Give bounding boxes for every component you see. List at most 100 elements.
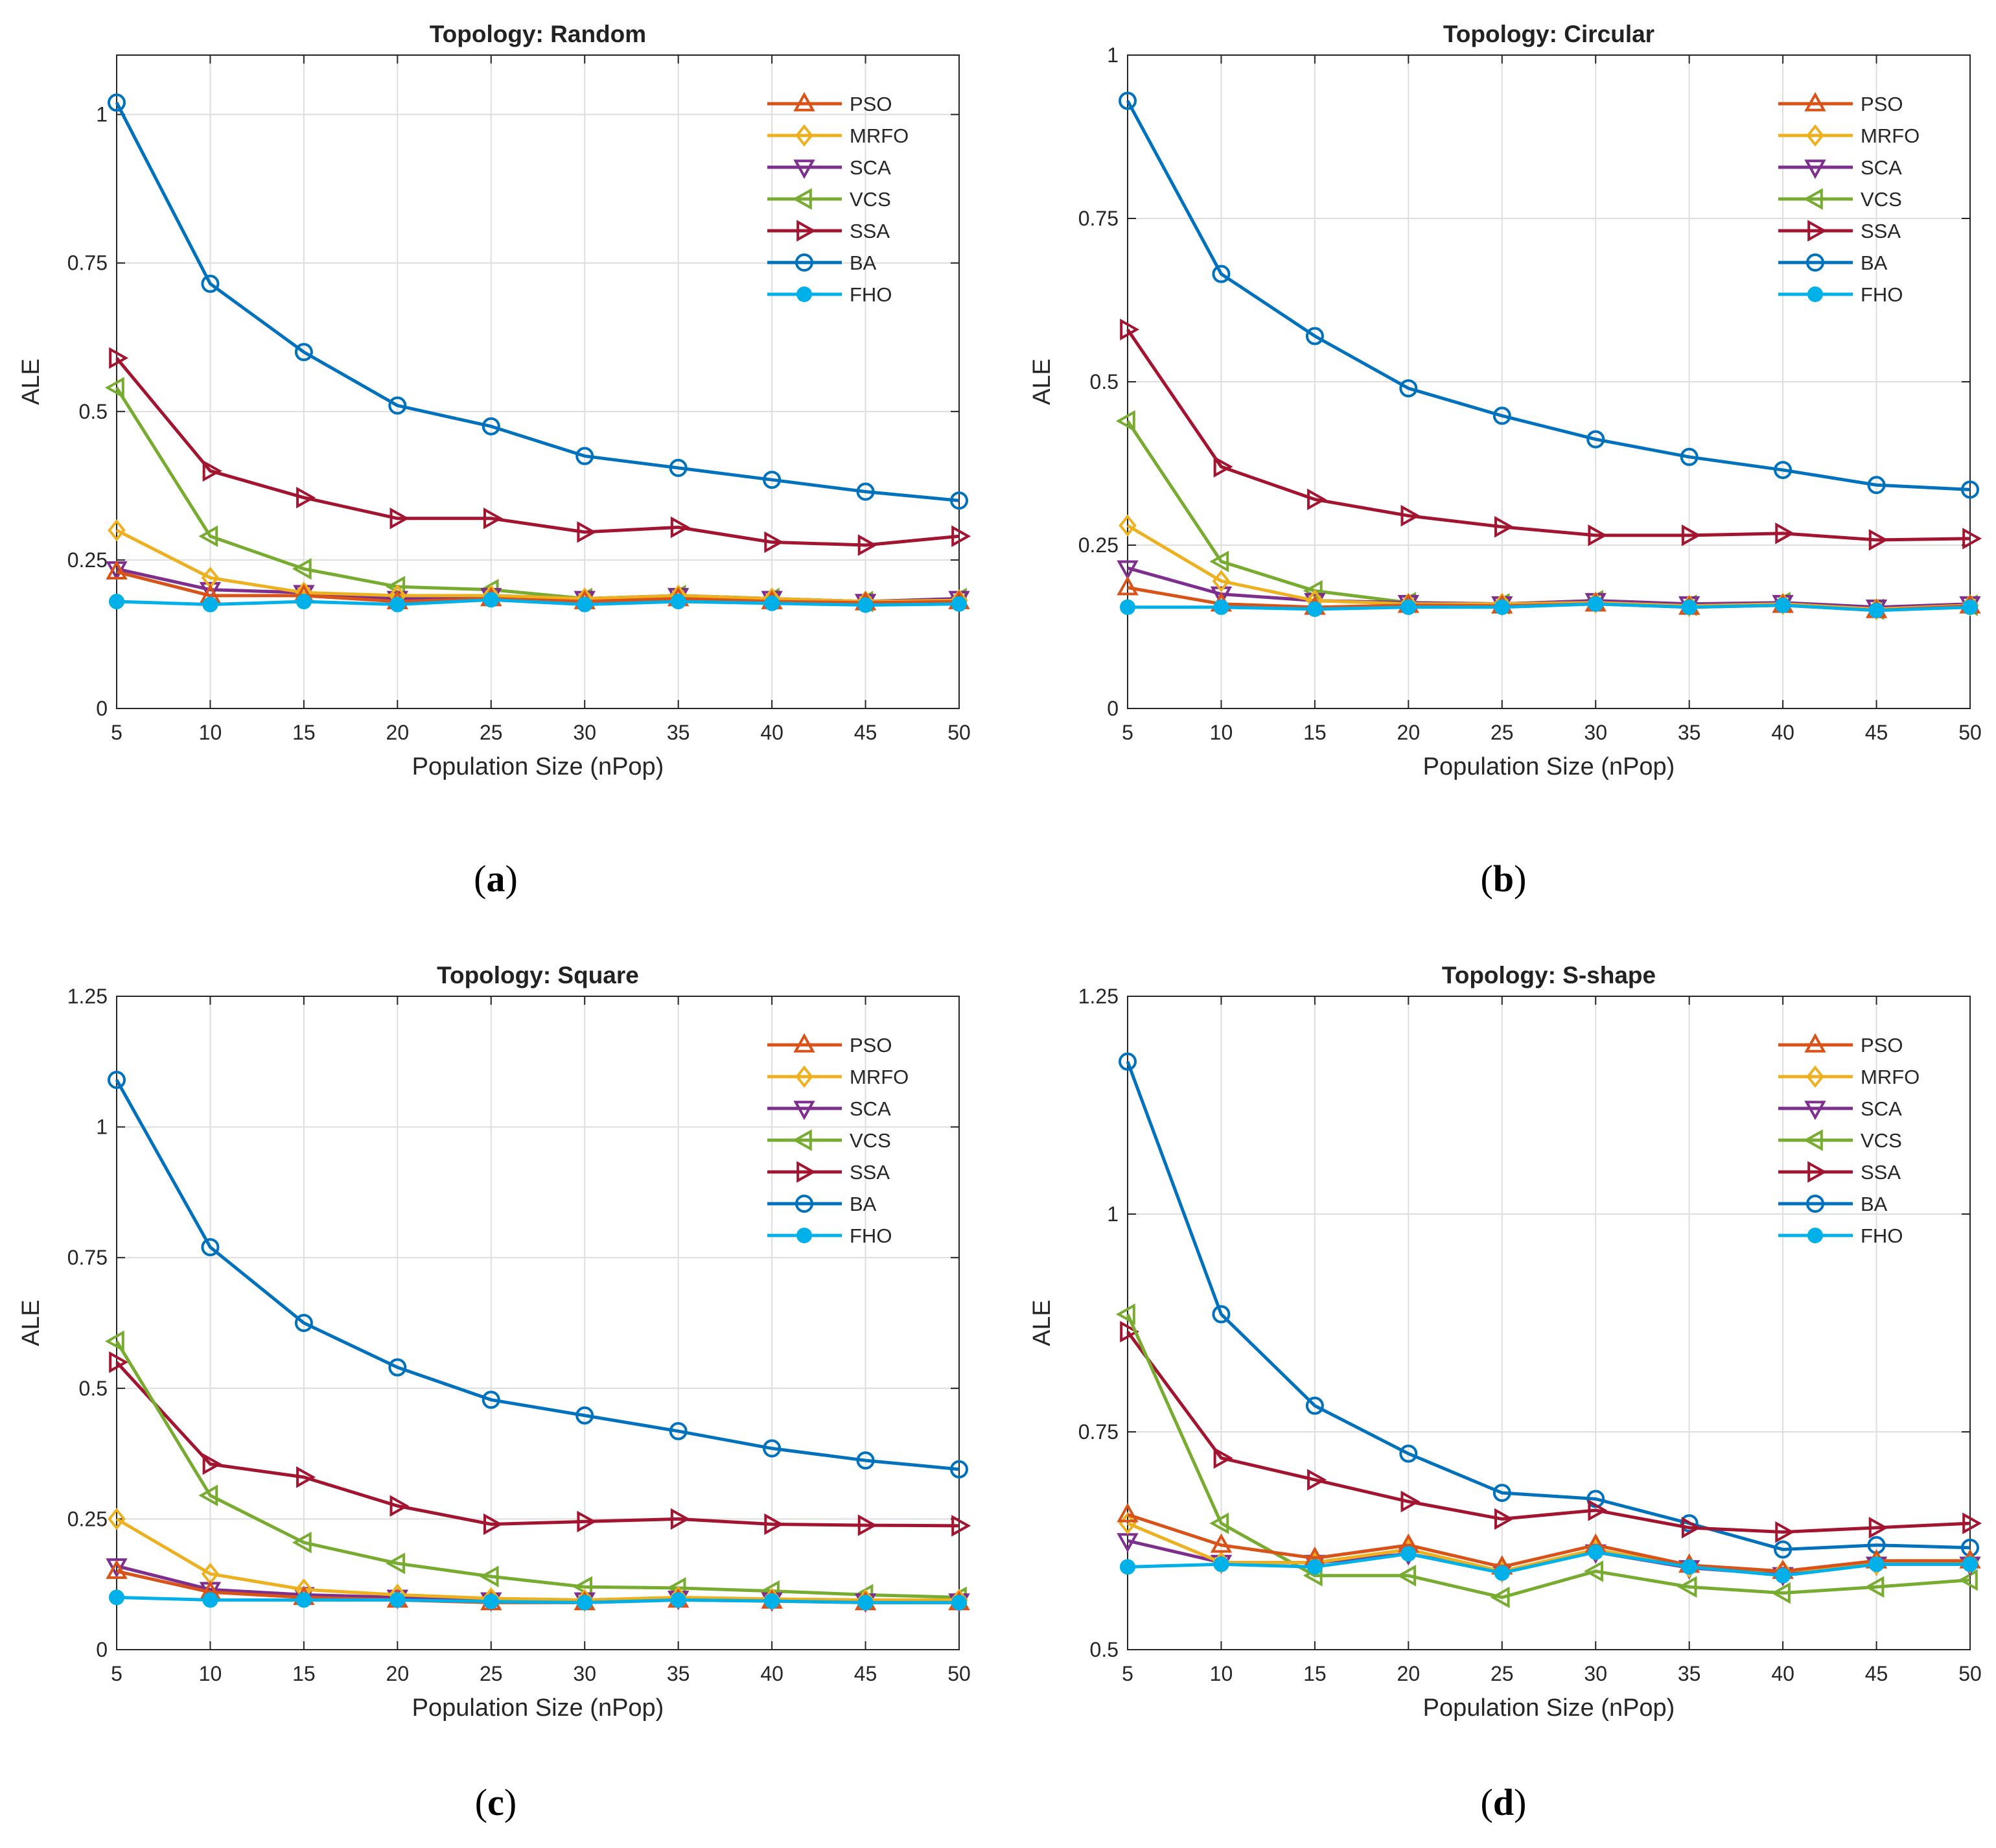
series-line-ssa — [115, 1361, 960, 1528]
legend-label-ssa: SSA — [1861, 1161, 1901, 1184]
data-point-ba — [1961, 480, 1979, 499]
data-point-fho — [1681, 599, 1697, 615]
data-point-pso — [1117, 576, 1139, 596]
x-tick-label: 20 — [386, 721, 410, 744]
data-point-ssa — [1120, 1320, 1140, 1343]
data-point-fho — [1120, 599, 1135, 615]
data-point-fho — [1120, 1559, 1135, 1575]
series-ssa — [1120, 1320, 1982, 1543]
data-point-ba — [1212, 264, 1231, 283]
legend-label-sca: SCA — [850, 1097, 891, 1120]
x-tick-label: 40 — [1771, 1662, 1794, 1685]
data-point-ssa — [1588, 524, 1608, 546]
data-point-ba — [201, 274, 220, 293]
x-tick-label: 15 — [1303, 1662, 1327, 1685]
data-point-ssa — [1213, 456, 1233, 478]
data-point-ssa — [1681, 524, 1701, 546]
data-point-vcs — [1209, 1512, 1229, 1534]
data-point-fho — [1681, 1559, 1697, 1575]
data-point-ssa — [670, 516, 690, 539]
data-point-ssa — [1962, 1512, 1982, 1534]
x-tick-label: 25 — [480, 1662, 503, 1685]
x-tick-label: 15 — [292, 721, 316, 744]
x-axis-label: Population Size (nPop) — [1423, 753, 1675, 780]
x-tick-label: 35 — [1678, 721, 1701, 744]
x-tick-label: 30 — [1584, 1662, 1607, 1685]
legend-label-ba: BA — [850, 251, 877, 274]
x-tick-label: 5 — [111, 721, 122, 744]
x-tick-label: 10 — [199, 721, 222, 744]
chart-title: Topology: Square — [437, 962, 639, 988]
series-line-mrfo — [115, 1517, 959, 1602]
data-point-ssa — [1681, 1517, 1701, 1539]
x-tick-label: 35 — [667, 1662, 690, 1685]
data-point-ssa — [1775, 522, 1795, 544]
y-tick-label: 0.25 — [67, 548, 108, 572]
legend-marker-ssa — [1807, 1161, 1828, 1183]
legend-label-pso: PSO — [850, 1034, 892, 1057]
data-point-fho — [1588, 596, 1604, 612]
y-tick-label: 1 — [1107, 43, 1119, 67]
data-point-vcs — [104, 1330, 124, 1352]
data-point-vcs — [1677, 1576, 1697, 1598]
data-point-ba — [1586, 430, 1605, 449]
series-line-vcs — [115, 1340, 960, 1599]
data-point-ba — [1586, 1490, 1605, 1508]
panel-caption: (c) — [475, 1781, 516, 1823]
data-point-ssa — [1868, 1517, 1888, 1539]
data-point-ssa — [1588, 1499, 1608, 1521]
legend-marker-vcs — [1803, 188, 1823, 210]
x-tick-label: 25 — [1491, 721, 1514, 744]
legend-marker-fho — [796, 1228, 812, 1243]
x-tick-label: 45 — [1865, 721, 1888, 744]
data-point-ssa — [296, 1466, 316, 1488]
data-point-ba — [1492, 1484, 1511, 1503]
data-point-fho — [1775, 597, 1791, 613]
panel-caption: (d) — [1481, 1781, 1527, 1823]
chart-title: Topology: Random — [430, 21, 646, 47]
y-tick-label: 0.75 — [1078, 1420, 1119, 1444]
x-tick-label: 5 — [1122, 721, 1133, 744]
series-line-fho — [1128, 602, 1971, 613]
data-point-ssa — [483, 1513, 503, 1536]
legend-label-ba: BA — [1861, 1193, 1888, 1215]
data-point-fho — [296, 594, 312, 610]
legend-label-vcs: VCS — [850, 188, 891, 211]
legend-label-ba: BA — [1861, 251, 1888, 274]
data-point-ba — [1305, 1396, 1324, 1415]
x-tick-label: 15 — [292, 1662, 316, 1685]
legend-label-fho: FHO — [850, 283, 892, 306]
data-point-fho — [389, 596, 406, 613]
data-point-ba — [1680, 1514, 1699, 1533]
data-point-vcs — [1397, 1565, 1417, 1587]
legend-label-mrfo: MRFO — [1861, 124, 1920, 147]
data-point-ssa — [577, 1510, 597, 1533]
y-tick-label: 0.25 — [1078, 533, 1119, 557]
data-point-fho — [857, 1595, 874, 1611]
y-tick-label: 1.25 — [67, 985, 108, 1008]
data-point-ssa — [670, 1508, 690, 1530]
series-line-ssa — [1126, 328, 1971, 542]
series-line-mrfo — [115, 528, 960, 603]
data-point-mrfo — [1119, 514, 1137, 537]
data-point-fho — [389, 1592, 406, 1608]
series-vcs — [1115, 1303, 1978, 1609]
y-tick-label: 1 — [96, 103, 108, 126]
data-point-vcs — [479, 1565, 499, 1587]
y-tick-label: 1.25 — [1078, 985, 1119, 1008]
legend-label-vcs: VCS — [1861, 188, 1902, 211]
series-ba — [1119, 1052, 1979, 1559]
data-point-ba — [1212, 1305, 1231, 1324]
data-point-ssa — [1494, 1508, 1514, 1530]
data-point-vcs — [1771, 1582, 1791, 1604]
y-tick-label: 0 — [1107, 697, 1119, 720]
legend-label-sca: SCA — [1861, 156, 1902, 179]
data-point-ssa — [109, 347, 129, 369]
x-tick-label: 25 — [1491, 1662, 1514, 1685]
data-point-ssa — [109, 1351, 129, 1374]
legend-marker-sca — [1804, 1101, 1826, 1121]
legend: PSO MRFO SCA VCS SSA BA FHO — [767, 91, 909, 306]
data-point-ssa — [764, 531, 784, 554]
data-point-fho — [670, 1592, 686, 1608]
data-point-ssa — [202, 1453, 222, 1475]
